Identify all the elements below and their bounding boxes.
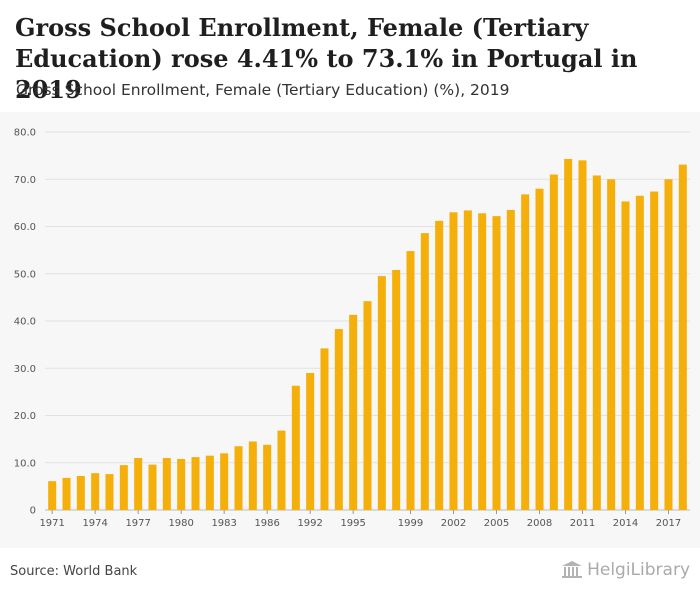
- bar-1975: [105, 474, 114, 510]
- x-tick-label: 2017: [656, 518, 681, 529]
- bar-1992: [306, 372, 315, 510]
- bar-2011: [578, 160, 587, 510]
- bar-1971: [48, 481, 57, 510]
- x-tick-label: 1986: [254, 518, 279, 529]
- bar-1986: [263, 444, 272, 510]
- library-building-icon: [562, 561, 583, 578]
- bar-2007: [521, 194, 530, 510]
- bar-1980: [177, 458, 186, 510]
- x-tick-label: 2008: [527, 518, 552, 529]
- bar-2008: [535, 188, 544, 510]
- x-tick-label: 1995: [340, 518, 365, 529]
- bar-1997: [377, 276, 386, 510]
- bar-1998: [392, 269, 401, 510]
- bar-1994: [334, 329, 343, 510]
- bar-1999: [406, 251, 415, 510]
- bar-1973: [76, 475, 85, 510]
- chart-area: 0 10.0 20.0 30.0 40.0 50.0 60.0 70.0 80.0 1971 197…: [0, 112, 700, 548]
- y-tick-label: 0: [30, 506, 36, 517]
- y-tick-label: 30.0: [14, 364, 36, 375]
- y-tick-label: 70.0: [14, 175, 36, 186]
- bar-2013: [607, 179, 616, 510]
- x-tick-label: 1974: [82, 518, 107, 529]
- x-tick-label: 1992: [297, 518, 322, 529]
- x-tick-label: 1977: [125, 518, 150, 529]
- bar-2012: [592, 175, 601, 510]
- bar-1981: [191, 457, 200, 510]
- x-tick-label: 1983: [211, 518, 236, 529]
- x-tick-label: 2002: [441, 518, 466, 529]
- x-tick-label: 1999: [398, 518, 423, 529]
- bar-1996: [363, 301, 372, 510]
- source-note: Source: World Bank: [10, 564, 138, 579]
- y-tick-label: 50.0: [14, 269, 36, 280]
- y-tick-label: 20.0: [14, 411, 36, 422]
- x-tick-label: 2005: [484, 518, 509, 529]
- bar-1972: [62, 477, 71, 510]
- bar-2004: [478, 213, 487, 510]
- bar-1988: [291, 385, 300, 510]
- helgi-library-logo: HelgiLibrary: [561, 560, 690, 580]
- y-tick-label: 10.0: [14, 458, 36, 469]
- x-tick-label: 1980: [168, 518, 193, 529]
- bar-2001: [435, 220, 444, 510]
- bar-2005: [492, 216, 501, 510]
- bar-2018: [678, 164, 687, 510]
- bar-1987: [277, 430, 286, 510]
- y-tick-label: 60.0: [14, 222, 36, 233]
- bar-1979: [162, 458, 171, 510]
- bar-2014: [621, 201, 630, 510]
- bar-2017: [664, 179, 673, 510]
- bar-chart: 0 10.0 20.0 30.0 40.0 50.0 60.0 70.0 80.0 1971 197…: [14, 128, 690, 529]
- bar-2002: [449, 212, 458, 510]
- bar-2000: [420, 233, 429, 510]
- logo-text: HelgiLibrary: [587, 560, 690, 580]
- bar-2015: [635, 195, 644, 510]
- x-tick-label: 2014: [613, 518, 638, 529]
- chart-footer: Source: World Bank HelgiLibrary: [0, 548, 700, 596]
- y-tick-label: 80.0: [14, 128, 36, 139]
- bar-1978: [148, 464, 157, 510]
- chart-title: Gross School Enrollment, Female (Tertiar…: [15, 13, 638, 104]
- bar-1982: [205, 455, 214, 510]
- y-tick-label: 40.0: [14, 317, 36, 328]
- bar-1974: [91, 473, 100, 510]
- chart-header: Gross School Enrollment, Female (Tertiar…: [0, 0, 700, 112]
- x-tick-label: 1971: [39, 518, 64, 529]
- x-tick-label: 2011: [570, 518, 595, 529]
- bar-1995: [349, 314, 358, 510]
- bar-2006: [506, 209, 515, 510]
- bar-1977: [134, 458, 143, 510]
- bar-1993: [320, 348, 329, 510]
- bar-2010: [564, 158, 573, 510]
- chart-subtitle: Gross School Enrollment, Female (Tertiar…: [16, 81, 510, 99]
- bar-1976: [119, 465, 128, 510]
- bar-1985: [248, 441, 257, 510]
- bar-1983: [220, 453, 229, 510]
- bar-2016: [650, 191, 659, 510]
- bar-2003: [463, 210, 472, 510]
- bar-1984: [234, 446, 243, 510]
- bar-2009: [549, 174, 558, 510]
